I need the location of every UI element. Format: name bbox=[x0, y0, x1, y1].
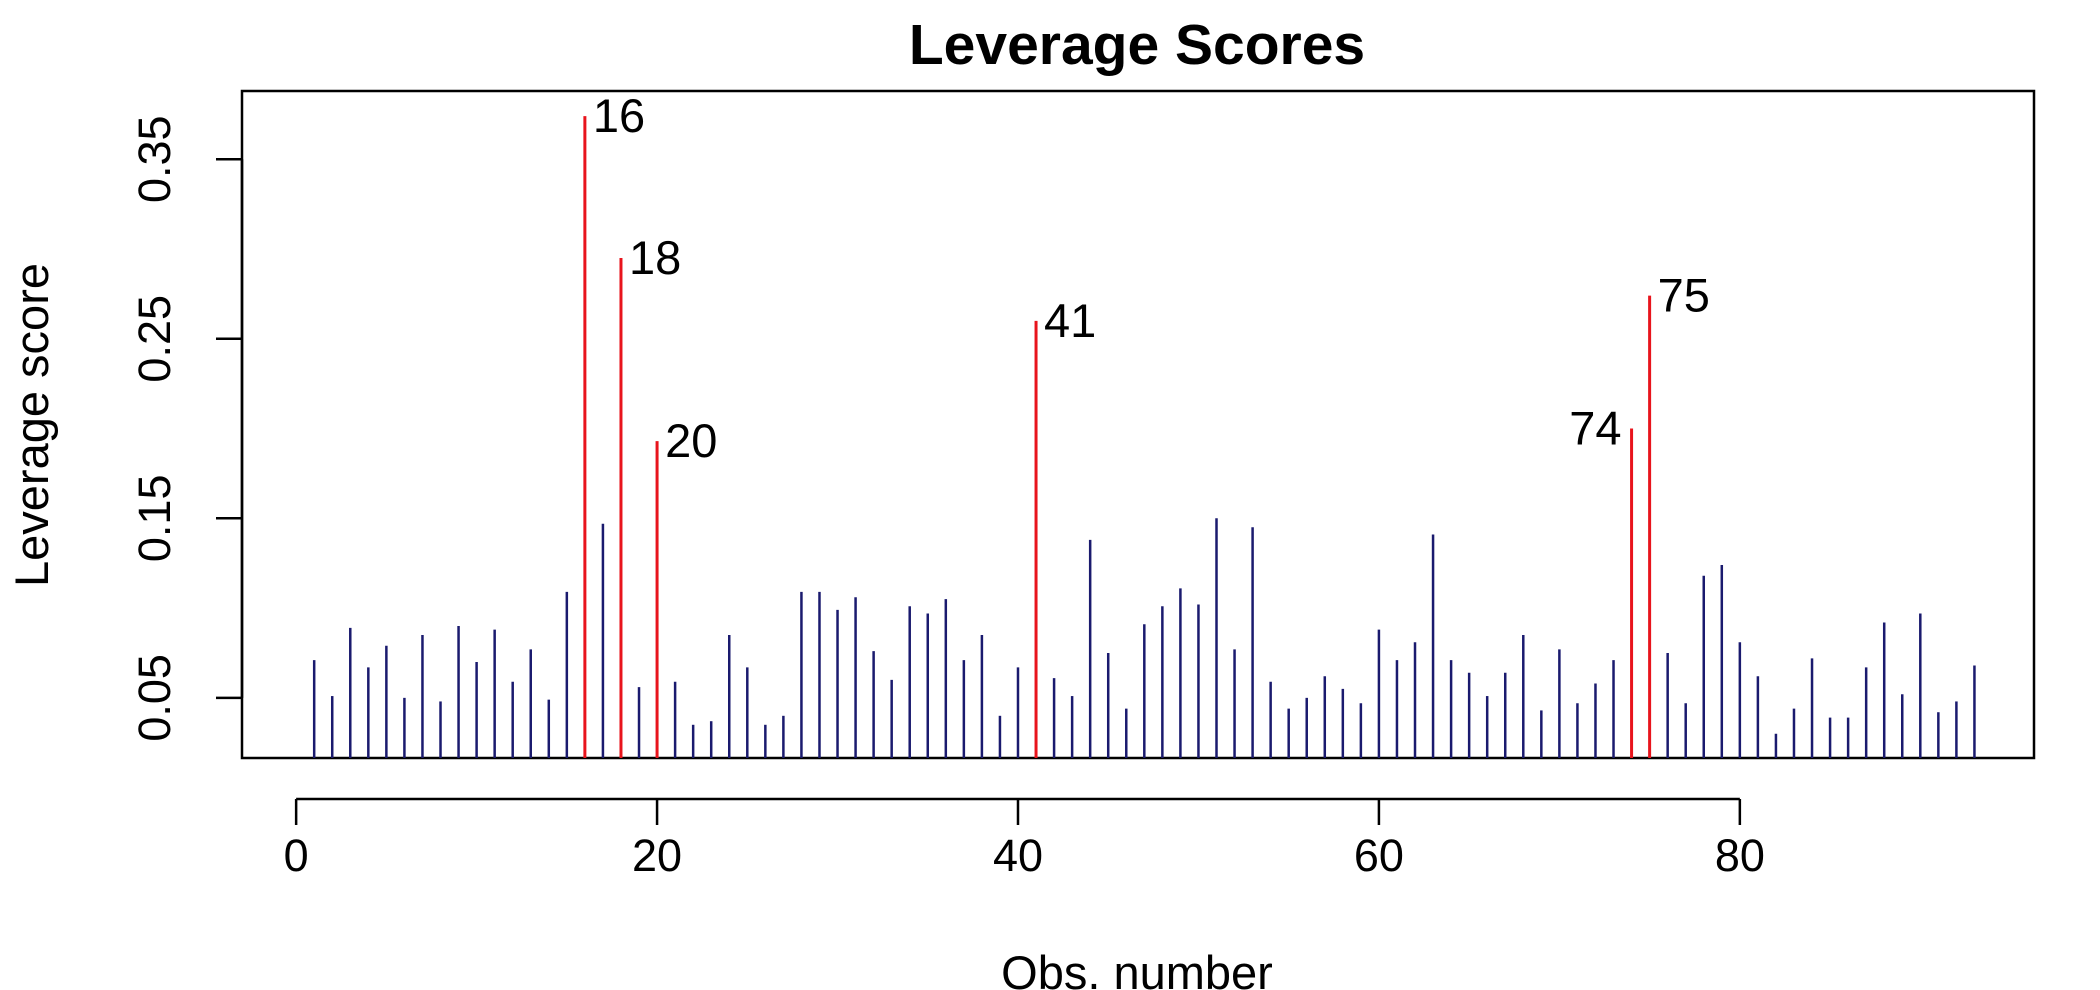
point-label: 20 bbox=[665, 414, 717, 467]
x-axis-label: Obs. number bbox=[1001, 946, 1273, 990]
x-axis: 0 20 40 60 80 bbox=[284, 797, 1765, 881]
point-label: 75 bbox=[1658, 269, 1710, 322]
plot-frame bbox=[240, 89, 2036, 760]
x-tick-label: 60 bbox=[1354, 830, 1404, 881]
x-tick-label: 40 bbox=[993, 830, 1043, 881]
y-tick-label: 0.15 bbox=[129, 475, 180, 563]
y-tick-label: 0.25 bbox=[129, 295, 180, 383]
bars bbox=[312, 116, 1976, 758]
point-label: 74 bbox=[1569, 402, 1621, 455]
point-label: 41 bbox=[1044, 294, 1096, 347]
point-label: 18 bbox=[629, 231, 681, 284]
y-axis: 0.05 0.15 0.25 0.35 bbox=[129, 115, 244, 742]
point-labels: 16 18 20 41 74 75 bbox=[593, 89, 1710, 467]
x-tick-label: 80 bbox=[1715, 830, 1765, 881]
y-tick-label: 0.35 bbox=[129, 115, 180, 203]
y-axis-label: Leverage score bbox=[5, 263, 58, 587]
point-label: 16 bbox=[593, 89, 645, 142]
x-tick-label: 0 bbox=[284, 830, 309, 881]
chart-title: Leverage Scores bbox=[909, 13, 1365, 77]
y-tick-label: 0.05 bbox=[129, 654, 180, 742]
x-tick-label: 20 bbox=[632, 830, 682, 881]
